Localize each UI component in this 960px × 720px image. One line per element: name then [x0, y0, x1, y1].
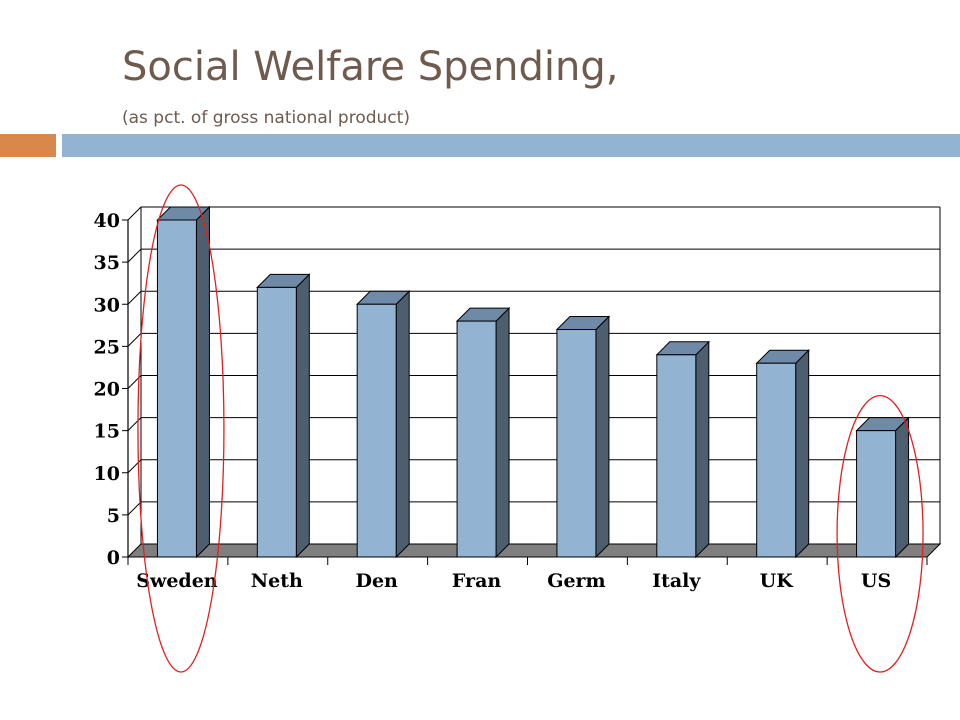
bar-side — [295, 273, 310, 559]
y-tick-label: 10 — [94, 463, 120, 485]
bar — [856, 430, 897, 558]
highlight-ring — [137, 184, 225, 673]
bar — [356, 303, 397, 558]
slide-title: Social Welfare Spending, — [122, 44, 619, 90]
bar — [256, 286, 297, 558]
bar — [756, 362, 797, 558]
y-tick-label: 15 — [94, 421, 120, 443]
x-tick-label: Neth — [251, 570, 303, 592]
slide-subtitle: (as pct. of gross national product) — [122, 108, 410, 128]
bar-side — [395, 290, 410, 559]
bar — [656, 354, 697, 558]
gridline-diagonal — [127, 333, 142, 347]
bar — [556, 329, 597, 558]
x-tick-label: Italy — [652, 570, 701, 592]
x-tick-label: Germ — [547, 570, 605, 592]
accent-band-orange — [0, 134, 56, 157]
gridline-diagonal — [127, 417, 142, 431]
y-tick-label: 35 — [94, 252, 120, 274]
y-tick-label: 25 — [94, 336, 120, 358]
highlight-ring — [836, 394, 924, 673]
bar-side — [195, 205, 210, 559]
gridline-diagonal — [127, 501, 142, 516]
x-tick-label: Den — [355, 570, 398, 592]
gridline-diagonal — [127, 248, 142, 263]
bar — [456, 320, 497, 558]
gridline-diagonal — [127, 206, 142, 221]
y-tick-label: 0 — [107, 547, 120, 569]
x-axis-labels: Sweden Neth Den Fran Germ Italy UK US — [127, 557, 928, 592]
chart-grid — [127, 206, 941, 544]
chart-floor — [126, 543, 942, 558]
bar-side — [795, 349, 810, 559]
chart-bars — [156, 205, 910, 559]
x-tick-label: Fran — [452, 570, 501, 592]
bar — [156, 219, 197, 558]
y-tick-label: 20 — [94, 379, 120, 401]
bar-side — [695, 340, 710, 559]
x-tick-label: UK — [760, 570, 795, 592]
bar-side — [595, 315, 610, 559]
bar-side — [495, 306, 510, 559]
floor-plane — [126, 543, 942, 558]
y-tick-label: 5 — [107, 505, 120, 527]
x-tick-label: US — [861, 570, 891, 592]
y-tick-label: 30 — [94, 294, 120, 316]
highlight-rings — [137, 184, 924, 673]
y-axis: 0 5 10 15 20 25 30 35 40 — [94, 210, 129, 569]
bar-side — [895, 416, 910, 559]
y-tick-label: 40 — [94, 210, 120, 232]
gridline-diagonal — [127, 290, 142, 305]
accent-band-blue — [62, 134, 960, 157]
x-tick-label: Sweden — [136, 570, 218, 592]
